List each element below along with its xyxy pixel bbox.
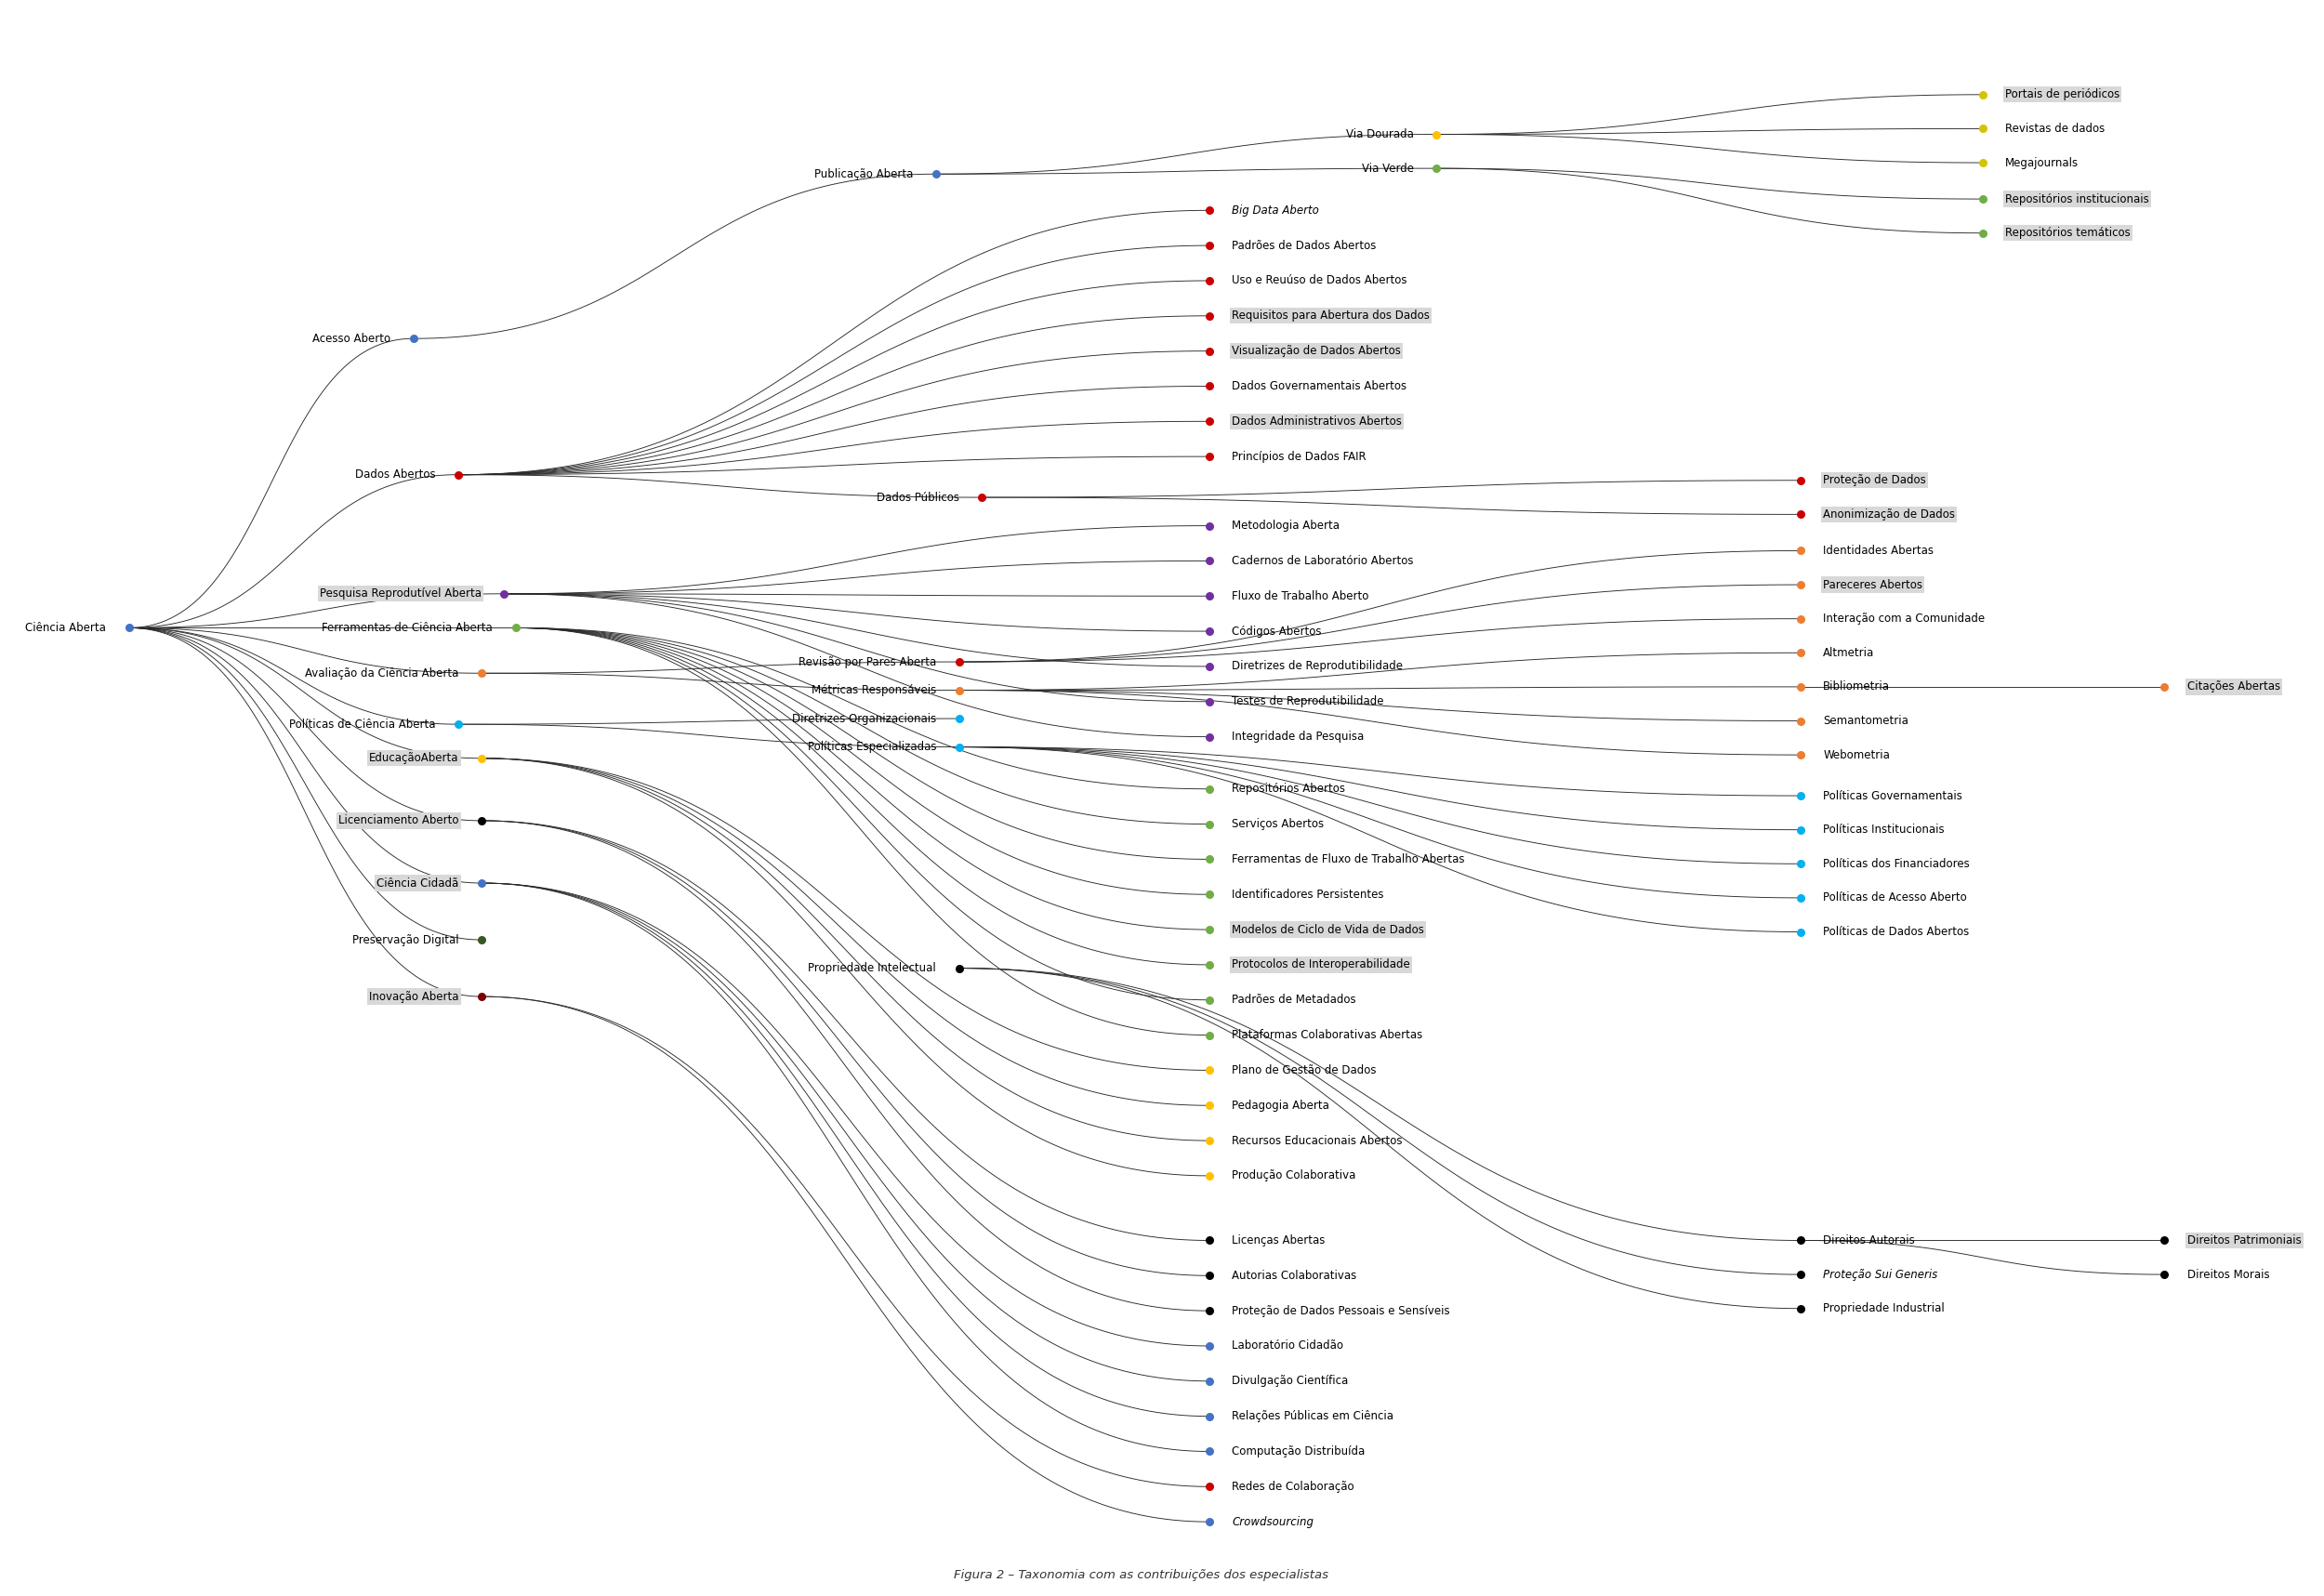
- Text: Autorias Colaborativas: Autorias Colaborativas: [1232, 1269, 1357, 1282]
- Text: Políticas Governamentais: Políticas Governamentais: [1824, 790, 1961, 801]
- Text: Revistas de dados: Revistas de dados: [2006, 123, 2106, 134]
- Text: Políticas Institucionais: Políticas Institucionais: [1824, 824, 1945, 836]
- Text: Protocolos de Interoperabilidade: Protocolos de Interoperabilidade: [1232, 959, 1411, 970]
- Text: Direitos Morais: Direitos Morais: [2187, 1269, 2271, 1280]
- Text: Integridade da Pesquisa: Integridade da Pesquisa: [1232, 731, 1364, 742]
- Text: Semantometria: Semantometria: [1824, 715, 1908, 726]
- Text: Crowdsourcing: Crowdsourcing: [1232, 1516, 1313, 1527]
- Text: Pareceres Abertos: Pareceres Abertos: [1824, 579, 1922, 591]
- Text: Plataformas Colaborativas Abertas: Plataformas Colaborativas Abertas: [1232, 1029, 1422, 1041]
- Text: Diretrizes Organizacionais: Diretrizes Organizacionais: [792, 712, 937, 725]
- Text: Serviços Abertos: Serviços Abertos: [1232, 819, 1325, 830]
- Text: Publicação Aberta: Publicação Aberta: [816, 168, 913, 180]
- Text: Proteção de Dados: Proteção de Dados: [1824, 474, 1927, 487]
- Text: Licenças Abertas: Licenças Abertas: [1232, 1234, 1325, 1246]
- Text: Dados Administrativos Abertos: Dados Administrativos Abertos: [1232, 415, 1401, 428]
- Text: Direitos Autorais: Direitos Autorais: [1824, 1234, 1915, 1246]
- Text: Via Verde: Via Verde: [1362, 163, 1413, 174]
- Text: Diretrizes de Reprodutibilidade: Diretrizes de Reprodutibilidade: [1232, 661, 1404, 672]
- Text: Pedagogia Aberta: Pedagogia Aberta: [1232, 1100, 1329, 1111]
- Text: Revisão por Pares Aberta: Revisão por Pares Aberta: [799, 656, 937, 667]
- Text: Divulgação Científica: Divulgação Científica: [1232, 1376, 1348, 1387]
- Text: Políticas de Ciência Aberta: Políticas de Ciência Aberta: [290, 718, 437, 731]
- Text: Princípios de Dados FAIR: Princípios de Dados FAIR: [1232, 450, 1367, 463]
- Text: Ferramentas de Fluxo de Trabalho Abertas: Ferramentas de Fluxo de Trabalho Abertas: [1232, 854, 1464, 865]
- Text: Plano de Gestão de Dados: Plano de Gestão de Dados: [1232, 1065, 1376, 1076]
- Text: Métricas Responsáveis: Métricas Responsáveis: [811, 685, 937, 696]
- Text: Recursos Educacionais Abertos: Recursos Educacionais Abertos: [1232, 1135, 1401, 1146]
- Text: Dados Abertos: Dados Abertos: [356, 469, 437, 480]
- Text: Bibliometria: Bibliometria: [1824, 681, 1889, 693]
- Text: Webometria: Webometria: [1824, 749, 1889, 761]
- Text: Big Data Aberto: Big Data Aberto: [1232, 204, 1320, 217]
- Text: EducaçãoAberta: EducaçãoAberta: [370, 752, 458, 764]
- Text: Padrões de Dados Abertos: Padrões de Dados Abertos: [1232, 239, 1376, 252]
- Text: Testes de Reprodutibilidade: Testes de Reprodutibilidade: [1232, 696, 1383, 707]
- Text: Ciência Cidadã: Ciência Cidadã: [376, 878, 458, 889]
- Text: Repositórios Abertos: Repositórios Abertos: [1232, 784, 1346, 795]
- Text: Propriedade Intelectual: Propriedade Intelectual: [809, 962, 937, 974]
- Text: Interação com a Comunidade: Interação com a Comunidade: [1824, 613, 1985, 624]
- Text: Visualização de Dados Abertos: Visualização de Dados Abertos: [1232, 345, 1401, 358]
- Text: Inovação Aberta: Inovação Aberta: [370, 991, 458, 1002]
- Text: Cadernos de Laboratório Abertos: Cadernos de Laboratório Abertos: [1232, 555, 1413, 567]
- Text: Megajournals: Megajournals: [2006, 156, 2078, 169]
- Text: Códigos Abertos: Códigos Abertos: [1232, 626, 1322, 637]
- Text: Acesso Aberto: Acesso Aberto: [311, 332, 390, 345]
- Text: Proteção Sui Generis: Proteção Sui Generis: [1824, 1269, 1938, 1280]
- Text: Identificadores Persistentes: Identificadores Persistentes: [1232, 889, 1383, 900]
- Text: Padrões de Metadados: Padrões de Metadados: [1232, 994, 1357, 1005]
- Text: Avaliação da Ciência Aberta: Avaliação da Ciência Aberta: [304, 667, 458, 680]
- Text: Licenciamento Aberto: Licenciamento Aberto: [339, 814, 458, 827]
- Text: Modelos de Ciclo de Vida de Dados: Modelos de Ciclo de Vida de Dados: [1232, 924, 1425, 935]
- Text: Metodologia Aberta: Metodologia Aberta: [1232, 520, 1339, 531]
- Text: Via Dourada: Via Dourada: [1346, 128, 1413, 140]
- Text: Citações Abertas: Citações Abertas: [2187, 681, 2280, 693]
- Text: Preservação Digital: Preservação Digital: [353, 934, 458, 946]
- Text: Ferramentas de Ciência Aberta: Ferramentas de Ciência Aberta: [323, 622, 493, 634]
- Text: Requisitos para Abertura dos Dados: Requisitos para Abertura dos Dados: [1232, 310, 1429, 322]
- Text: Proteção de Dados Pessoais e Sensíveis: Proteção de Dados Pessoais e Sensíveis: [1232, 1306, 1450, 1317]
- Text: Relações Públicas em Ciência: Relações Públicas em Ciência: [1232, 1411, 1394, 1422]
- Text: Redes de Colaboração: Redes de Colaboração: [1232, 1481, 1355, 1492]
- Text: Direitos Patrimoniais: Direitos Patrimoniais: [2187, 1234, 2301, 1246]
- Text: Políticas de Acesso Aberto: Políticas de Acesso Aberto: [1824, 892, 1966, 903]
- Text: Políticas Especializadas: Políticas Especializadas: [806, 741, 937, 753]
- Text: Propriedade Industrial: Propriedade Industrial: [1824, 1302, 1945, 1315]
- Text: Repositórios temáticos: Repositórios temáticos: [2006, 227, 2131, 239]
- Text: Dados Públicos: Dados Públicos: [876, 492, 960, 503]
- Text: Políticas dos Financiadores: Políticas dos Financiadores: [1824, 857, 1971, 870]
- Text: Fluxo de Trabalho Aberto: Fluxo de Trabalho Aberto: [1232, 591, 1369, 602]
- Text: Altmetria: Altmetria: [1824, 646, 1875, 659]
- Text: Laboratório Cidadão: Laboratório Cidadão: [1232, 1341, 1343, 1352]
- Text: Dados Governamentais Abertos: Dados Governamentais Abertos: [1232, 380, 1406, 393]
- Text: Ciência Aberta: Ciência Aberta: [26, 622, 107, 634]
- Text: Computação Distribuída: Computação Distribuída: [1232, 1446, 1364, 1457]
- Text: Produção Colaborativa: Produção Colaborativa: [1232, 1170, 1355, 1181]
- Text: Identidades Abertas: Identidades Abertas: [1824, 544, 1934, 557]
- Text: Políticas de Dados Abertos: Políticas de Dados Abertos: [1824, 926, 1968, 938]
- Text: Pesquisa Reprodutível Aberta: Pesquisa Reprodutível Aberta: [321, 587, 481, 600]
- Text: Repositórios institucionais: Repositórios institucionais: [2006, 193, 2150, 204]
- Text: Figura 2 – Taxonomia com as contribuições dos especialistas: Figura 2 – Taxonomia com as contribuiçõe…: [953, 1569, 1329, 1580]
- Text: Uso e Reuúso de Dados Abertos: Uso e Reuúso de Dados Abertos: [1232, 275, 1406, 287]
- Text: Anonimização de Dados: Anonimização de Dados: [1824, 509, 1954, 520]
- Text: Portais de periódicos: Portais de periódicos: [2006, 89, 2119, 101]
